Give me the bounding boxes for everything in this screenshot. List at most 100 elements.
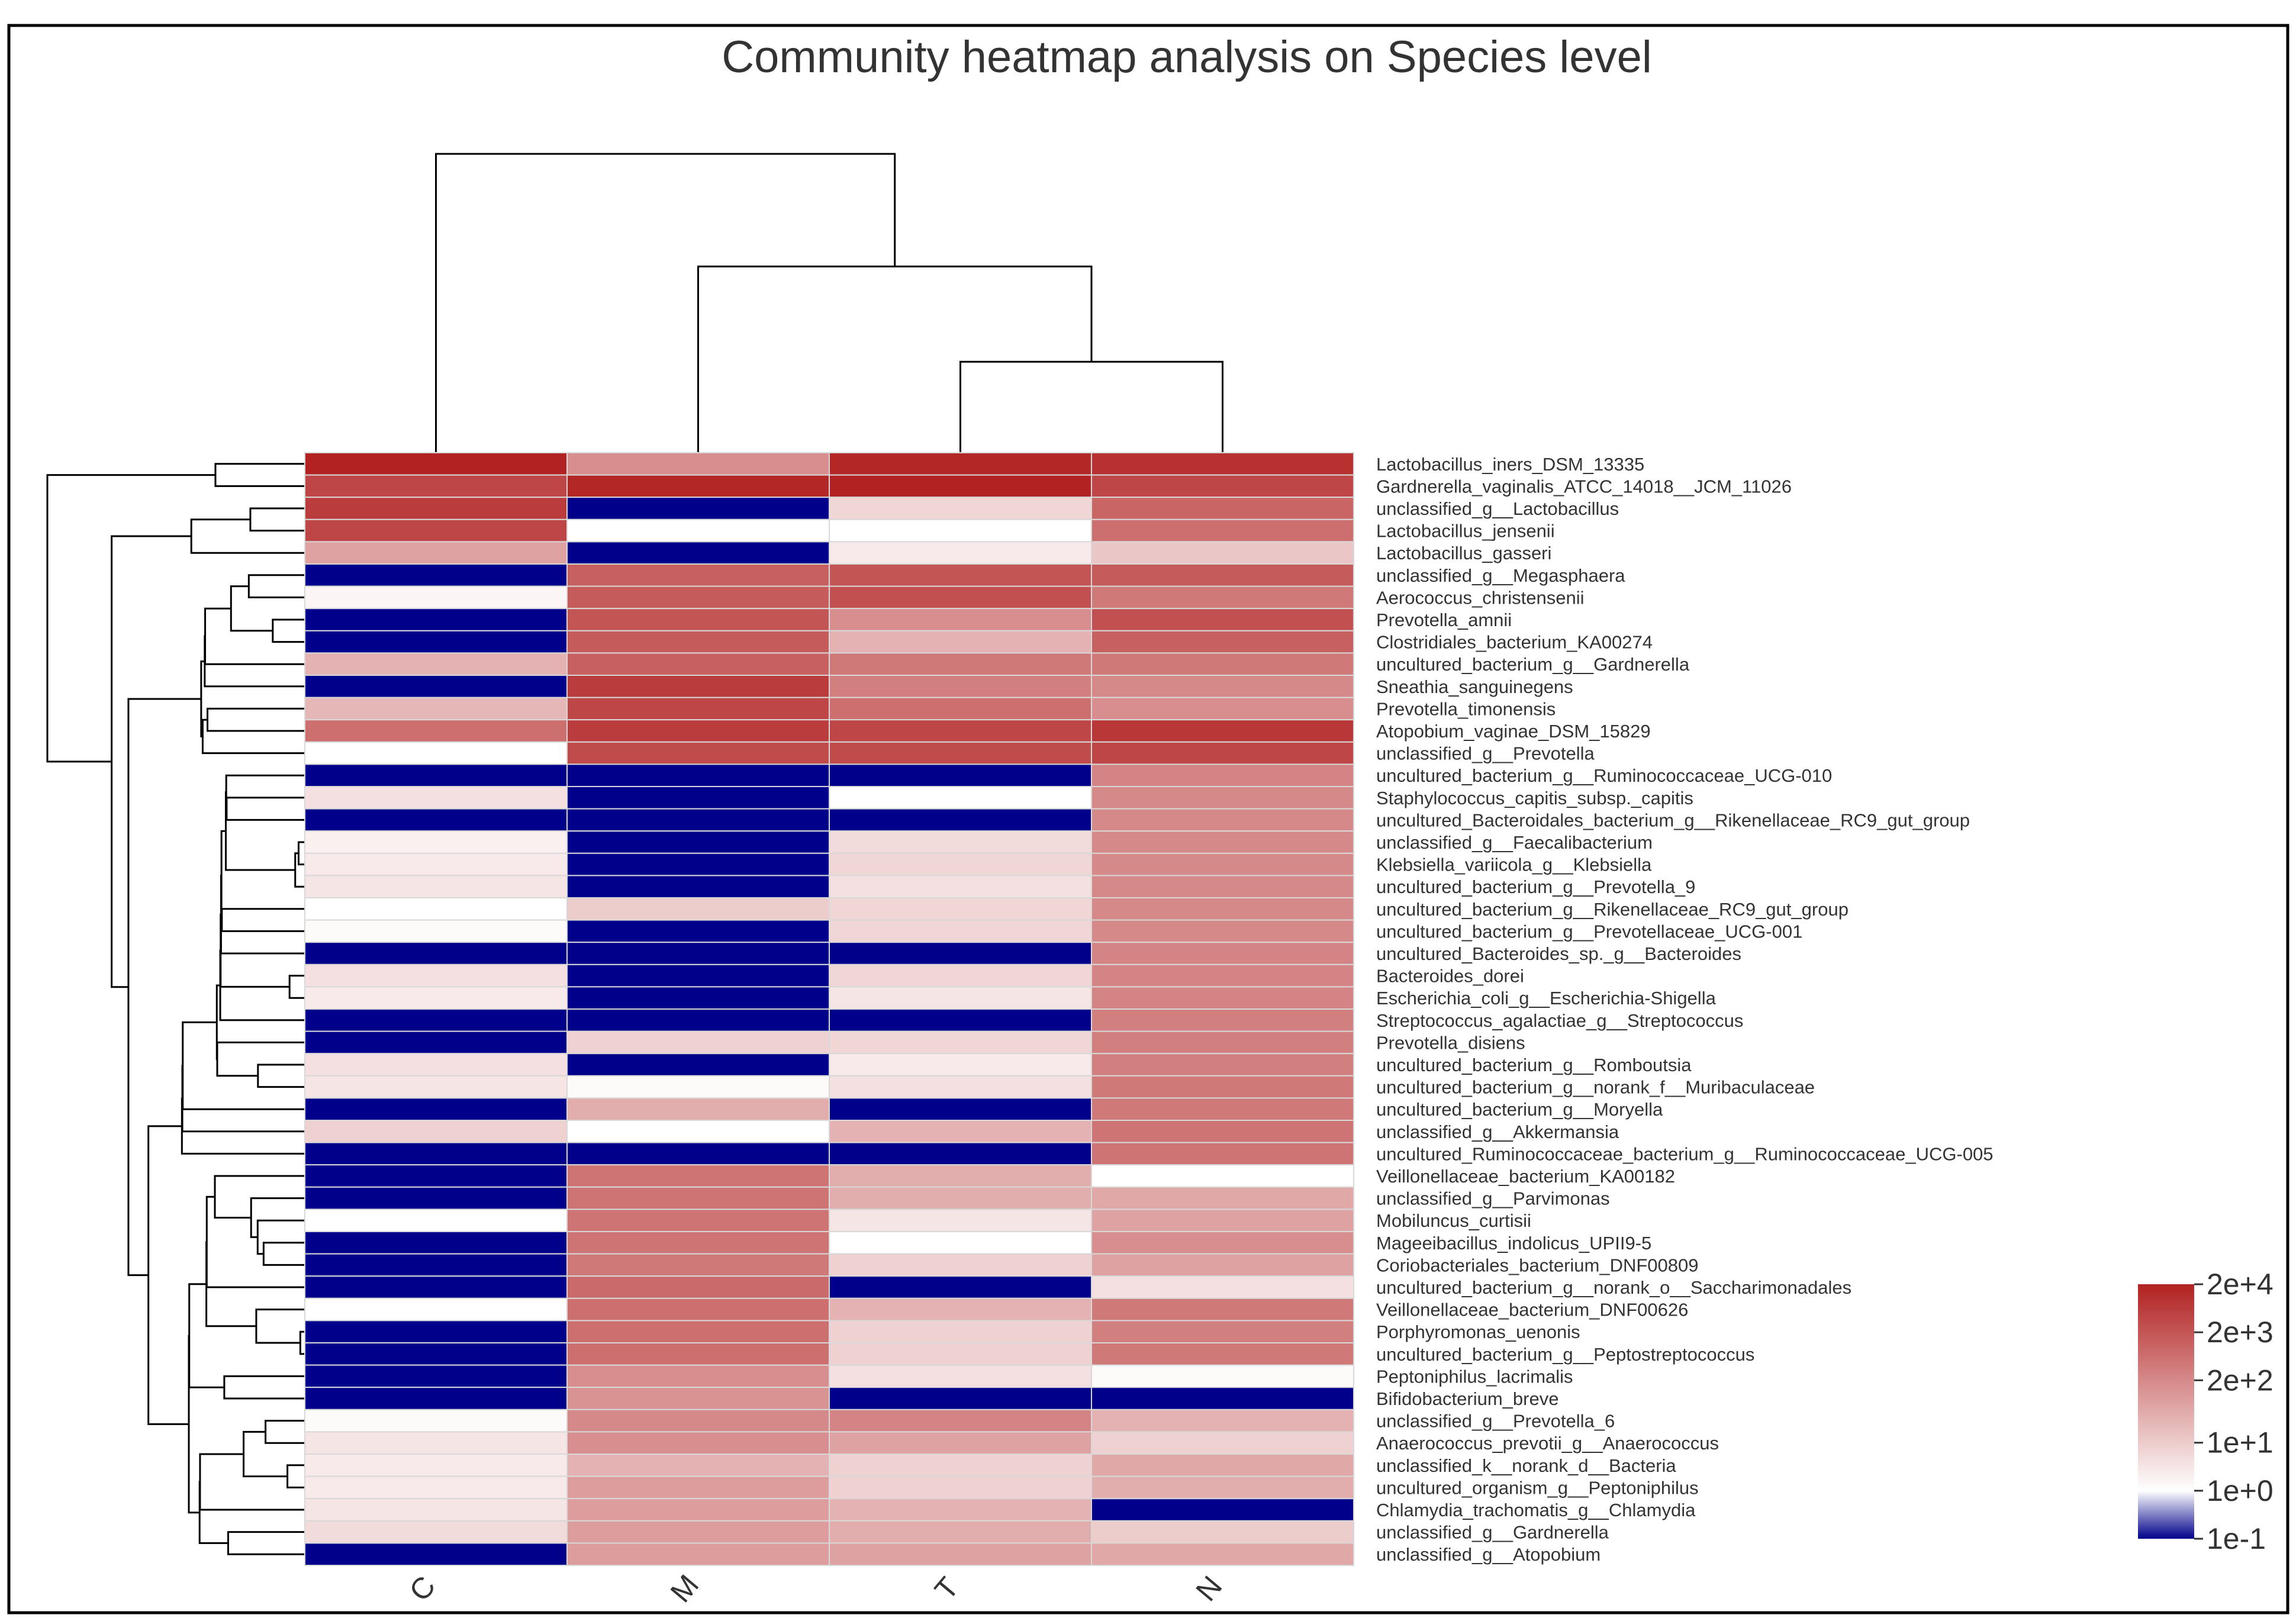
colorbar-gradient xyxy=(2138,1284,2194,1539)
heatmap-cell xyxy=(304,875,568,899)
colorbar-tick-label: 2e+4 xyxy=(2207,1268,2274,1301)
dendrogram-link xyxy=(265,1420,305,1444)
heatmap-cell xyxy=(829,719,1092,743)
heatmap-cell xyxy=(1091,675,1354,698)
heatmap-cell xyxy=(1091,963,1354,988)
heatmap-cell xyxy=(304,1075,568,1099)
heatmap-cell xyxy=(829,808,1092,832)
heatmap-cell xyxy=(304,1342,568,1366)
heatmap-cell xyxy=(566,852,830,876)
heatmap-cell xyxy=(829,652,1092,676)
heatmap-cell xyxy=(1091,1431,1354,1455)
heatmap-cell xyxy=(304,919,568,943)
heatmap-cell xyxy=(1091,518,1354,543)
heatmap-cells xyxy=(304,452,1354,1566)
heatmap-cell xyxy=(566,1253,830,1277)
heatmap-cell xyxy=(304,608,568,631)
colorbar-tick-label: 2e+3 xyxy=(2207,1316,2274,1349)
row-label: Prevotella_amnii xyxy=(1376,610,1512,630)
heatmap-cell xyxy=(1091,474,1354,498)
heatmap-cell xyxy=(1091,875,1354,899)
heatmap-cell xyxy=(304,763,568,788)
heatmap-cell xyxy=(829,1454,1092,1477)
dendrogram-link xyxy=(127,698,201,1277)
heatmap-cell xyxy=(566,518,830,543)
row-label: Clostridiales_bacterium_KA00274 xyxy=(1376,632,1653,653)
heatmap-cell xyxy=(304,697,568,721)
heatmap-cell xyxy=(829,1008,1092,1032)
row-label: Lactobacillus_jensenii xyxy=(1376,521,1555,542)
heatmap-cell xyxy=(304,1520,568,1544)
heatmap-cell xyxy=(1091,608,1354,631)
heatmap-cell xyxy=(566,497,830,520)
heatmap-cell xyxy=(1091,1542,1354,1566)
heatmap-cell xyxy=(1091,1475,1354,1500)
heatmap-cell xyxy=(566,1297,830,1322)
heatmap-cell xyxy=(566,763,830,788)
heatmap-cell xyxy=(304,786,568,810)
heatmap-cell xyxy=(566,875,830,899)
heatmap-cell xyxy=(1091,1297,1354,1322)
row-label: Lactobacillus_iners_DSM_13335 xyxy=(1376,454,1644,475)
heatmap-cell xyxy=(829,1431,1092,1455)
heatmap-cell xyxy=(829,986,1092,1010)
heatmap-cell xyxy=(566,697,830,721)
row-label: unclassified_g__Gardnerella xyxy=(1376,1522,1609,1543)
heatmap-cell xyxy=(1091,763,1354,788)
row-label: Veillonellaceae_bacterium_KA00182 xyxy=(1376,1166,1675,1187)
heatmap-cell xyxy=(566,608,830,631)
row-labels: Lactobacillus_iners_DSM_13335Gardnerella… xyxy=(1376,454,1994,1565)
column-dendrogram xyxy=(435,153,1223,453)
heatmap-cell xyxy=(566,1275,830,1299)
dendrogram-link xyxy=(198,1481,228,1544)
heatmap-cell xyxy=(829,1498,1092,1522)
dendrogram-link xyxy=(286,1464,305,1488)
row-label: Porphyromonas_uenonis xyxy=(1376,1322,1580,1342)
heatmap-cell xyxy=(304,1297,568,1322)
heatmap-cell xyxy=(829,608,1092,631)
heatmap-cell xyxy=(829,1142,1092,1166)
row-label: unclassified_g__Parvimonas xyxy=(1376,1188,1610,1209)
heatmap-cell xyxy=(566,919,830,943)
heatmap-cell xyxy=(1091,1253,1354,1277)
heatmap-cell xyxy=(1091,1454,1354,1477)
heatmap-cell xyxy=(829,963,1092,988)
heatmap-cell xyxy=(566,1454,830,1477)
heatmap-cell xyxy=(566,897,830,921)
heatmap-cell xyxy=(829,1275,1092,1299)
row-label: unclassified_k__norank_d__Bacteria xyxy=(1376,1455,1676,1476)
heatmap-cell xyxy=(829,1164,1092,1188)
row-label: unclassified_g__Atopobium xyxy=(1376,1544,1601,1565)
row-label: uncultured_bacterium_g__Gardnerella xyxy=(1376,654,1690,675)
heatmap-cell xyxy=(829,1320,1092,1343)
dendrogram-link xyxy=(200,660,205,737)
heatmap-cell xyxy=(304,652,568,676)
row-label: unclassified_g__Lactobacillus xyxy=(1376,498,1619,519)
colorbar-tick-label: 1e-1 xyxy=(2207,1522,2266,1555)
heatmap-cell xyxy=(566,1342,830,1366)
heatmap-cell xyxy=(304,719,568,743)
heatmap-cell xyxy=(829,1297,1092,1322)
heatmap-cell xyxy=(304,1030,568,1055)
heatmap-cell xyxy=(304,1120,568,1143)
heatmap-cell xyxy=(829,1097,1092,1122)
row-label: uncultured_bacterium_g__Prevotellaceae_U… xyxy=(1376,921,1802,942)
heatmap-cell xyxy=(304,852,568,876)
heatmap-cell xyxy=(304,1542,568,1566)
heatmap-cell xyxy=(304,1320,568,1343)
dendrogram-link xyxy=(214,1175,305,1219)
heatmap-cell xyxy=(566,1008,830,1032)
colorbar-tick-label: 1e+0 xyxy=(2207,1474,2274,1507)
heatmap-cell xyxy=(1091,852,1354,876)
heatmap-cell xyxy=(829,1409,1092,1433)
dendrogram-link xyxy=(435,153,896,453)
heatmap-cell xyxy=(1091,1498,1354,1522)
heatmap-cell xyxy=(566,719,830,743)
row-label: unclassified_g__Prevotella_6 xyxy=(1376,1411,1615,1432)
heatmap-cell xyxy=(1091,830,1354,854)
heatmap-cell xyxy=(304,630,568,654)
heatmap-cell xyxy=(829,1475,1092,1500)
heatmap-cell xyxy=(566,585,830,610)
heatmap-cell xyxy=(829,1053,1092,1077)
dendrogram-link xyxy=(205,1241,256,1327)
